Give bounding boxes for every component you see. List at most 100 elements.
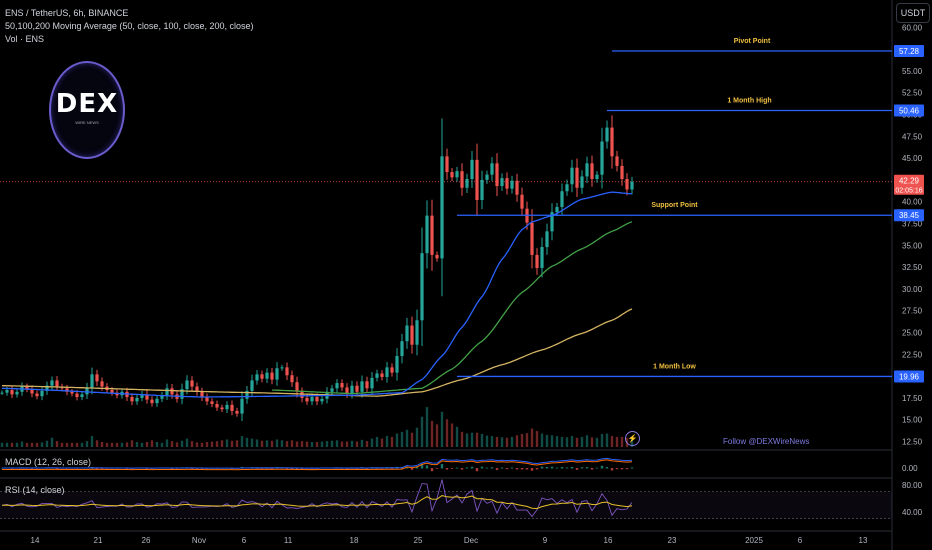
volume-bar [286, 441, 288, 447]
volume-bar [536, 431, 538, 447]
candle [370, 372, 373, 394]
time-tick-label: 14 [31, 536, 40, 545]
candle [600, 128, 603, 189]
volume-legend[interactable]: Vol · ENS [5, 34, 44, 44]
symbol-legend[interactable]: ENS / TetherUS, 6h, BINANCE [5, 8, 128, 18]
volume-bar [621, 437, 623, 447]
price-tick-label: 15.00 [902, 416, 923, 425]
candle [550, 203, 553, 240]
candle [155, 395, 158, 407]
candle [80, 391, 83, 400]
macd-histogram-bar [626, 468, 628, 469]
volume-bar [6, 443, 8, 447]
volume-bar [376, 437, 378, 447]
time-tick-label: Dec [464, 536, 478, 545]
volume-bar [481, 434, 483, 447]
macd-histogram-bar [506, 468, 508, 469]
volume-bar [66, 443, 68, 447]
volume-bar [551, 435, 553, 447]
bar-countdown-text: 02:05:16 [895, 188, 922, 195]
level-price-text: 57.28 [899, 47, 920, 56]
price-tick-label: 27.50 [902, 307, 923, 316]
time-tick-label: 6 [242, 536, 247, 545]
macd-legend[interactable]: MACD (12, 26, close) [5, 457, 91, 467]
volume-bar [591, 437, 593, 447]
volume-bar [201, 443, 203, 447]
candle [85, 383, 88, 399]
volume-bar [251, 439, 253, 447]
macd-histogram-bar [426, 465, 428, 468]
rsi-legend[interactable]: RSI (14, close) [5, 485, 65, 495]
candle [200, 388, 203, 401]
volume-bar [31, 443, 33, 447]
macd-histogram-bar [546, 467, 548, 469]
volume-bar [531, 429, 533, 447]
volume-bar [206, 442, 208, 447]
watermark-text: Follow @DEXWireNews [723, 437, 809, 446]
volume-bar [261, 441, 263, 447]
volume-bar [21, 442, 23, 447]
volume-bar [606, 434, 608, 447]
volume-bar [586, 435, 588, 447]
candle [40, 387, 43, 400]
volume-bar [181, 441, 183, 447]
candle [500, 173, 503, 191]
candle [510, 176, 513, 194]
volume-bar [11, 443, 13, 447]
volume-bar [321, 442, 323, 447]
volume-bar [381, 439, 383, 447]
candle [565, 180, 568, 196]
volume-bar [601, 434, 603, 447]
candle [545, 224, 548, 255]
volume-bar [561, 437, 563, 447]
candle [275, 362, 278, 386]
price-tick-label: 60.00 [902, 23, 923, 32]
volume-bar [46, 441, 48, 447]
macd-histogram-bar [616, 468, 618, 469]
candle [375, 370, 378, 382]
candle [535, 248, 538, 275]
currency-button[interactable]: USDT [896, 3, 930, 23]
candle [380, 370, 383, 380]
candle [140, 391, 143, 401]
price-tick-label: 22.50 [902, 350, 923, 359]
volume-bar [36, 443, 38, 447]
price-tick-label: 30.00 [902, 285, 923, 294]
candle [400, 334, 403, 364]
volume-bar [156, 442, 158, 447]
candle [290, 371, 293, 387]
macd-histogram-bar [516, 468, 518, 469]
macd-histogram-bar [601, 466, 603, 469]
macd-histogram-bar [631, 467, 633, 468]
level-label: 1 Month Low [653, 363, 696, 370]
time-tick-label: 13 [859, 536, 868, 545]
volume-bar [281, 440, 283, 447]
volume-bar [581, 437, 583, 447]
candle [145, 390, 148, 403]
volume-bar [136, 442, 138, 447]
macd-histogram-bar [596, 468, 598, 469]
price-tick-label: 52.50 [902, 89, 923, 98]
candle [455, 167, 458, 182]
time-tick-label: 11 [284, 536, 293, 545]
volume-bar [516, 435, 518, 447]
moving-average-legend[interactable]: 50,100,200 Moving Average (50, close, 10… [5, 21, 254, 31]
macd-histogram-bar [466, 467, 468, 468]
time-tick-label: 9 [543, 536, 548, 545]
macd-line [2, 458, 632, 468]
time-tick-label: 25 [414, 536, 423, 545]
lightning-icon[interactable]: ⚡ [625, 431, 640, 446]
macd-histogram-bar [446, 468, 448, 470]
volume-bar [411, 433, 413, 447]
candle [435, 251, 438, 261]
volume-bar [236, 440, 238, 447]
volume-bar [256, 439, 258, 447]
volume-bar [461, 432, 463, 447]
macd-histogram-bar [411, 468, 413, 470]
candle [470, 151, 473, 188]
candle [250, 375, 253, 397]
volume-bar [111, 443, 113, 447]
candle [255, 370, 258, 385]
volume-bar [426, 407, 428, 447]
